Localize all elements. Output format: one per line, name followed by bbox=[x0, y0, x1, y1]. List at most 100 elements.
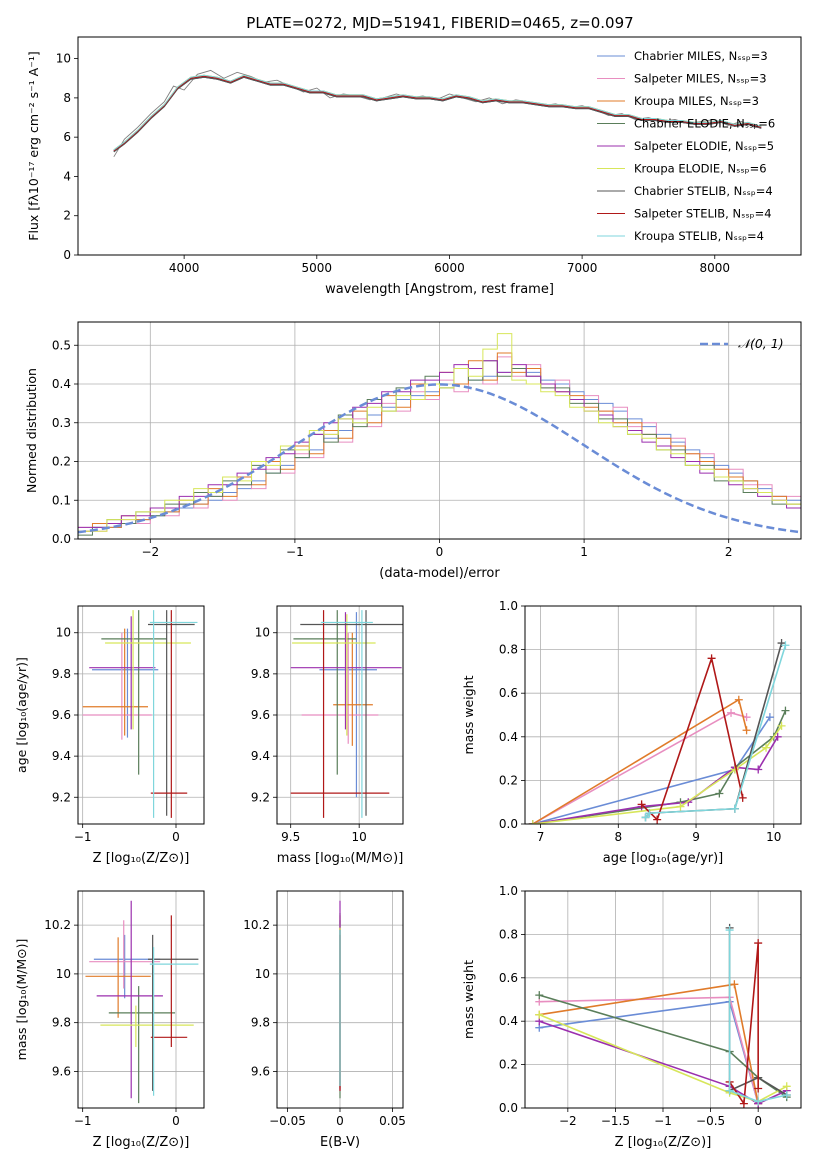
plot-area bbox=[113, 69, 762, 158]
weight-line bbox=[641, 655, 744, 822]
model-chabrier_stelib bbox=[113, 76, 762, 153]
x-tick-label: 8000 bbox=[699, 261, 730, 275]
axes-frame bbox=[524, 605, 802, 825]
y-axis-label: mass weight bbox=[461, 960, 476, 1039]
weight-line bbox=[728, 930, 787, 1103]
y-tick-label: 0.8 bbox=[499, 927, 518, 941]
panel-spectrum: 4000 5000 6000 7000 8000 0 2 4 6 8 10 wavelength [A… bbox=[26, 36, 802, 297]
axes-frame bbox=[77, 605, 205, 825]
panel-ebv-vs-mass: −0.05 0 0.05 9.6 9.8 10 10.2 E(B-V) bbox=[243, 890, 406, 1150]
x-tick-label: −2 bbox=[559, 1114, 577, 1128]
x-tick-label: 0 bbox=[436, 545, 444, 559]
plot-area bbox=[78, 333, 801, 539]
y-tick-label: 9.8 bbox=[251, 1016, 270, 1030]
panel-age-vs-weight: 7 8 9 10 0.0 0.2 0.4 0.6 0.8 1.0 age [log₁₀(age/yr… bbox=[461, 599, 802, 866]
y-tick-label: 0.0 bbox=[499, 817, 518, 831]
panel-z-vs-mass: −1 0 9.6 9.8 10 10.2 Z [log₁₀(Z/Z⊙)] mass [log₁… bbox=[14, 890, 205, 1150]
x-tick-label: 8 bbox=[614, 830, 622, 844]
weight-marker bbox=[535, 1010, 544, 1019]
model-kroupa_stelib bbox=[113, 74, 762, 151]
axes-frame bbox=[77, 321, 802, 540]
histogram-series bbox=[78, 333, 801, 539]
x-tick-label: 7000 bbox=[567, 261, 598, 275]
weight-marker bbox=[773, 732, 782, 741]
y-tick-label: 9.8 bbox=[52, 667, 71, 681]
y-axis-label: mass [log₁₀(M/M⊙)] bbox=[14, 939, 29, 1061]
y-tick-label: 9.8 bbox=[251, 667, 270, 681]
axes-frame bbox=[77, 36, 802, 256]
x-tick-label: −0.05 bbox=[269, 1114, 306, 1128]
weight-marker bbox=[777, 721, 786, 730]
legend-label: Kroupa ELODIE, Nₛₛₚ=6 bbox=[634, 162, 767, 176]
x-axis-label: age [log₁₀(age/yr)] bbox=[603, 851, 724, 866]
legend-label: Kroupa STELIB, Nₛₛₚ=4 bbox=[634, 229, 764, 243]
weight-line bbox=[644, 645, 787, 818]
y-tick-label: 4 bbox=[63, 169, 71, 183]
y-tick-label: 0.1 bbox=[52, 493, 71, 507]
figure-title: PLATE=0272, MJD=51941, FIBERID=0465, z=0… bbox=[246, 14, 633, 32]
y-tick-label: 10 bbox=[255, 967, 270, 981]
weight-marker bbox=[754, 765, 763, 774]
normal-curve bbox=[78, 383, 801, 534]
y-tick-label: 10 bbox=[56, 626, 71, 640]
y-tick-label: 9.6 bbox=[52, 708, 71, 722]
panel-residuals: −2 −1 0 1 2 0.0 0.1 0.2 0.3 0.4 0.5 (data-model)/er… bbox=[24, 321, 802, 581]
plot-area bbox=[290, 610, 403, 818]
x-tick-label: 10 bbox=[766, 830, 781, 844]
panel-mass-vs-age: 9.5 10 9.2 9.4 9.6 9.8 10 mass [log₁₀(M/M⊙)] bbox=[251, 605, 404, 866]
weight-marker bbox=[637, 800, 646, 809]
y-tick-label: 0.4 bbox=[499, 1014, 518, 1028]
plot-area bbox=[85, 900, 199, 1104]
x-tick-label: 0 bbox=[754, 1114, 762, 1128]
y-tick-label: 0.2 bbox=[499, 773, 518, 787]
weight-marker bbox=[730, 804, 739, 813]
legend-label: Salpeter STELIB, Nₛₛₚ=4 bbox=[634, 207, 772, 221]
y-tick-label: 0.6 bbox=[499, 686, 518, 700]
weight-marker bbox=[715, 789, 724, 798]
x-tick-label: −1 bbox=[74, 1114, 92, 1128]
y-axis-label: Normed distribution bbox=[24, 368, 39, 493]
weight-marker bbox=[782, 1090, 791, 1099]
y-tick-label: 9.6 bbox=[251, 1064, 270, 1078]
plot-area bbox=[535, 923, 791, 1108]
y-tick-label: 0.8 bbox=[499, 643, 518, 657]
weight-marker bbox=[641, 813, 650, 822]
x-axis-label: Z [log₁₀(Z/Z⊙)] bbox=[93, 1135, 190, 1150]
x-tick-label: −1.5 bbox=[601, 1114, 630, 1128]
weight-line bbox=[539, 994, 788, 1098]
x-tick-label: 7 bbox=[537, 830, 545, 844]
weight-marker bbox=[765, 713, 774, 722]
x-axis-label: mass [log₁₀(M/M⊙)] bbox=[277, 851, 404, 866]
y-tick-label: 0.2 bbox=[499, 1058, 518, 1072]
x-tick-label: 2 bbox=[725, 545, 733, 559]
weight-marker bbox=[730, 980, 739, 989]
plot-area bbox=[528, 639, 790, 824]
axes-frame bbox=[524, 890, 802, 1109]
weight-marker bbox=[730, 765, 739, 774]
weight-marker bbox=[781, 641, 790, 650]
weight-marker bbox=[781, 706, 790, 715]
x-axis-label: Z [log₁₀(Z/Z⊙)] bbox=[615, 1135, 712, 1150]
legend-label: Chabrier ELODIE, Nₛₛₚ=6 bbox=[634, 117, 775, 131]
axes-frame bbox=[77, 890, 205, 1109]
y-tick-label: 1.0 bbox=[499, 884, 518, 898]
legend: Chabrier MILES, Nₛₛₚ=3 Salpeter MILES, Nₛ… bbox=[597, 49, 775, 243]
x-axis-label: Z [log₁₀(Z/Z⊙)] bbox=[93, 851, 190, 866]
y-tick-label: 9.2 bbox=[52, 790, 71, 804]
y-tick-label: 0.4 bbox=[499, 730, 518, 744]
plot-area bbox=[82, 610, 198, 818]
y-tick-label: 6 bbox=[63, 130, 71, 144]
x-tick-label: −1 bbox=[286, 545, 304, 559]
legend-label: Chabrier STELIB, Nₛₛₚ=4 bbox=[634, 184, 773, 198]
y-tick-label: 0.5 bbox=[52, 338, 71, 352]
y-tick-label: 0.0 bbox=[52, 532, 71, 546]
y-tick-label: 10 bbox=[56, 52, 71, 66]
weight-marker bbox=[739, 1099, 748, 1108]
legend-label: Kroupa MILES, Nₛₛₚ=3 bbox=[634, 94, 759, 108]
weight-marker bbox=[725, 926, 734, 935]
x-tick-label: 4000 bbox=[169, 261, 200, 275]
y-tick-label: 2 bbox=[63, 209, 71, 223]
y-tick-label: 10 bbox=[56, 967, 71, 981]
legend-label: 𝒩(0, 1) bbox=[738, 336, 784, 351]
x-tick-label: −1 bbox=[654, 1114, 672, 1128]
